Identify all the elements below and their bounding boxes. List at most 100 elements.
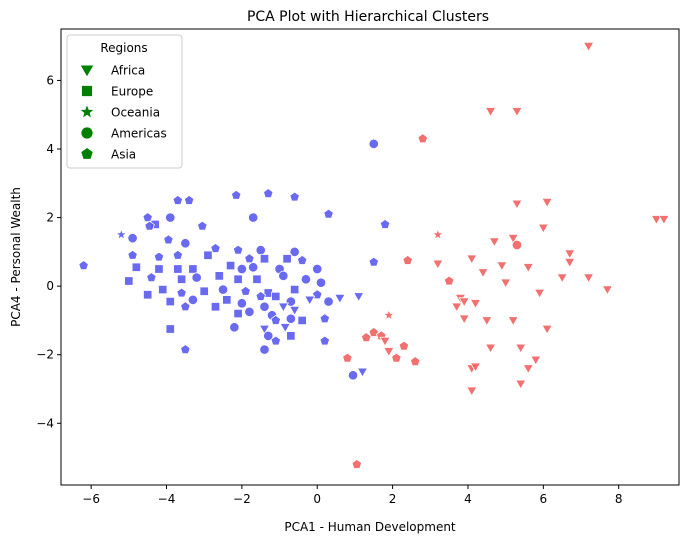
data-point-138 [258,324,271,335]
data-point-86 [154,264,164,274]
data-point-131 [288,305,301,316]
data-point-87 [173,264,183,274]
x-tick-label: 6 [540,492,548,506]
data-point-17 [496,261,508,272]
data-point-32 [481,316,493,327]
legend-title: Regions [100,41,147,55]
data-point-108 [217,284,229,295]
data-point-102 [300,274,312,285]
data-point-98 [214,271,224,281]
data-point-16 [432,259,444,270]
data-point-33 [507,316,519,327]
data-point-121 [323,296,334,307]
data-points [78,41,670,469]
data-point-36 [398,340,410,351]
x-tick-label: 8 [615,492,623,506]
data-point-79 [203,250,213,260]
legend-label-asia: Asia [111,148,136,162]
legend-label-americas: Americas [111,127,167,141]
data-point-73 [210,242,221,253]
data-point-46 [541,324,553,335]
data-point-31 [458,314,470,325]
data-point-41 [342,352,353,363]
data-point-61 [142,212,153,223]
data-point-76 [127,249,138,260]
data-point-23 [582,273,595,284]
legend-label-oceania: Oceania [111,106,160,120]
data-point-114 [353,292,365,303]
x-tick-label: 4 [464,492,472,506]
data-point-91 [248,262,259,273]
data-point-45 [515,343,527,354]
data-point-69 [114,228,128,241]
data-point-6 [650,215,663,226]
data-point-7 [658,215,670,226]
legend-marker-americas [81,127,93,139]
data-point-142 [319,335,331,346]
data-point-88 [188,264,198,274]
legend-marker-europe [81,85,93,97]
data-point-70 [163,234,174,245]
data-point-1 [484,107,497,118]
data-point-134 [285,313,297,324]
data-point-109 [240,285,251,296]
data-point-95 [146,272,157,283]
data-point-89 [225,260,236,271]
data-point-30 [533,288,546,299]
data-point-40 [361,332,372,343]
data-point-50 [469,362,482,373]
data-point-18 [522,263,534,274]
data-point-56 [230,189,242,200]
data-point-74 [255,244,266,256]
data-point-119 [271,291,281,302]
x-tick-label: 2 [389,492,397,506]
data-point-53 [351,458,363,469]
data-point-93 [312,263,323,275]
y-tick-label: 0 [46,279,54,293]
y-axis-ticks: −4 −2 0 2 4 6 [36,73,61,430]
data-point-105 [158,284,168,295]
data-point-58 [183,194,195,205]
data-point-97 [191,272,202,283]
data-point-77 [153,251,165,262]
data-point-117 [222,295,232,305]
data-point-63 [248,212,259,223]
data-point-3 [417,133,428,144]
data-point-125 [236,298,248,309]
chart-title: PCA Plot with Hierarchical Clusters [247,9,489,25]
data-point-132 [319,313,331,324]
data-point-128 [233,308,243,319]
data-point-2 [511,107,523,118]
data-point-145 [259,344,270,355]
y-axis-label: PCA4 - Personal Wealth [9,187,23,327]
data-point-123 [180,301,191,312]
data-point-113 [334,293,346,304]
data-point-60 [323,208,334,219]
data-point-25 [601,285,614,296]
x-tick-label: −2 [233,492,251,506]
x-axis-label: PCA1 - Human Development [284,520,456,534]
x-tick-label: −4 [158,492,176,506]
data-point-14 [402,254,413,265]
data-point-48 [522,364,534,375]
data-point-83 [296,254,308,265]
data-point-136 [165,324,175,334]
data-point-71 [180,238,191,249]
data-point-78 [172,249,184,260]
data-point-147 [347,370,359,381]
legend-entries: Africa Europe Oceania Americas Asia [80,64,167,162]
y-tick-label: −2 [36,348,54,362]
data-point-59 [289,191,300,202]
data-point-146 [356,367,369,378]
legend-marker-africa [80,65,94,77]
data-point-137 [229,322,240,333]
x-tick-label: 0 [313,492,321,506]
data-point-42 [391,352,402,363]
data-point-81 [259,254,270,264]
data-point-124 [210,302,221,312]
data-point-54 [368,138,379,150]
data-point-106 [176,287,187,298]
data-point-8 [537,223,550,234]
data-point-10 [507,233,519,244]
